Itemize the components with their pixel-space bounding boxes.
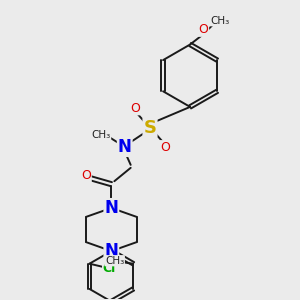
Text: CH₃: CH₃ [105, 256, 124, 266]
Text: O: O [130, 102, 140, 115]
Text: CH₃: CH₃ [210, 16, 230, 26]
Text: CH₃: CH₃ [91, 130, 111, 140]
Text: O: O [199, 23, 208, 36]
Text: O: O [160, 141, 170, 154]
Text: O: O [81, 169, 91, 182]
Text: Cl: Cl [103, 262, 116, 275]
Text: N: N [104, 199, 118, 217]
Text: N: N [118, 138, 132, 156]
Text: S: S [143, 119, 157, 137]
Text: N: N [104, 242, 118, 260]
